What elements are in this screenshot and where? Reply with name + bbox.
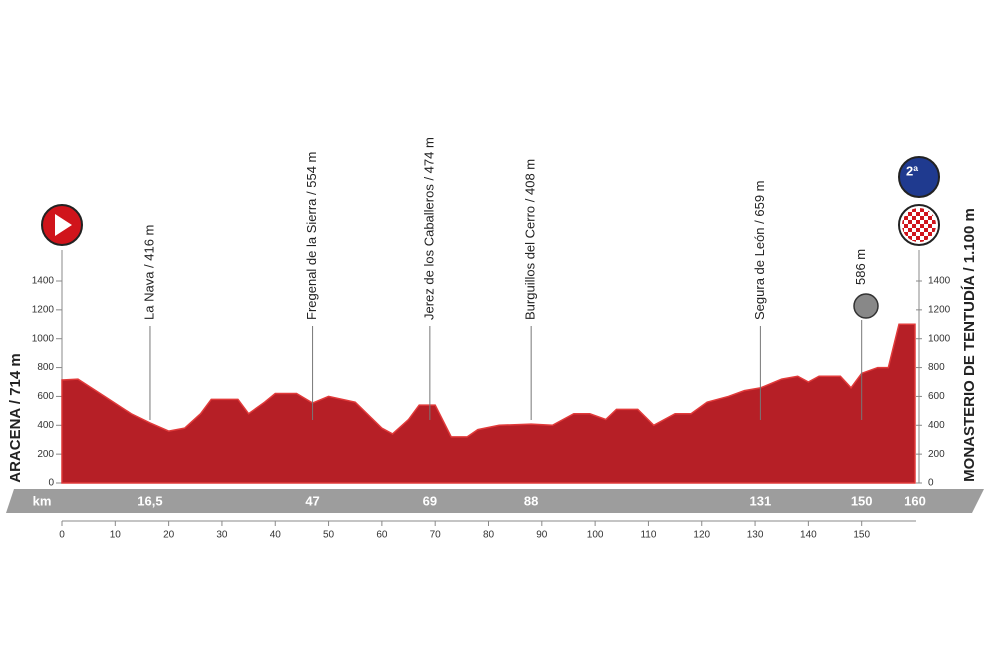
waypoint-km: 69	[423, 493, 437, 508]
elevation-area	[61, 323, 916, 484]
x-tick-label: 140	[800, 530, 817, 541]
waypoint-km: 131	[750, 493, 772, 508]
waypoint-km: 16,5	[137, 493, 162, 508]
waypoint-name: Fregenal de la Sierra / 554 m	[304, 152, 319, 320]
x-tick-label: 70	[430, 530, 442, 541]
waypoint-name: La Nava / 416 m	[141, 225, 156, 320]
x-tick-label: 120	[693, 530, 710, 541]
km-bar	[6, 489, 984, 513]
climb-category: 2ª	[906, 163, 918, 178]
y-tick-label: 200	[928, 449, 945, 460]
x-tick-label: 150	[853, 530, 870, 541]
y-tick-label: 1000	[32, 333, 55, 344]
x-tick-label: 30	[216, 530, 228, 541]
y-tick-label: 1400	[928, 276, 951, 287]
y-tick-label: 1200	[928, 304, 951, 315]
x-tick-label: 90	[536, 530, 548, 541]
waypoint-km: 88	[524, 493, 538, 508]
y-tick-label: 800	[928, 362, 945, 373]
climb-icon	[898, 156, 940, 198]
km-label: km	[33, 493, 52, 508]
x-tick-label: 20	[163, 530, 175, 541]
x-tick-label: 130	[747, 530, 764, 541]
x-tick-label: 50	[323, 530, 335, 541]
waypoint-name: Burguillos del Cerro / 408 m	[523, 159, 538, 320]
waypoint-name: Segura de León / 659 m	[752, 181, 767, 321]
x-tick-label: 110	[640, 530, 656, 541]
x-tick-label: 80	[483, 530, 495, 541]
y-tick-label: 0	[48, 478, 54, 489]
y-tick-label: 600	[37, 391, 54, 402]
finish-label: MONASTERIO DE TENTUDÍA / 1.100 m	[961, 208, 978, 482]
finish-checker	[902, 208, 936, 242]
x-tick-label: 10	[110, 530, 122, 541]
y-tick-label: 800	[37, 362, 54, 373]
waypoint-km: 47	[305, 493, 319, 508]
waypoint-km: 160	[904, 493, 926, 508]
y-tick-label: 400	[928, 420, 945, 431]
waypoint-name: Jerez de los Caballeros / 474 m	[421, 137, 436, 320]
y-tick-label: 400	[37, 420, 54, 431]
waypoint-name: 586 m	[853, 249, 868, 285]
x-tick-label: 0	[59, 530, 65, 541]
y-tick-label: 1000	[928, 333, 951, 344]
y-tick-label: 600	[928, 391, 945, 402]
y-tick-label: 200	[37, 449, 54, 460]
start-arrow	[55, 214, 72, 236]
x-tick-label: 40	[270, 530, 282, 541]
waypoint-km: 150	[851, 493, 873, 508]
y-tick-label: 0	[928, 478, 934, 489]
y-tick-label: 1400	[32, 276, 55, 287]
sprint-icon	[853, 293, 879, 319]
x-tick-label: 100	[587, 530, 604, 541]
x-tick-label: 60	[376, 530, 388, 541]
start-label: ARACENA / 714 m	[7, 353, 24, 482]
y-tick-label: 1200	[32, 304, 55, 315]
